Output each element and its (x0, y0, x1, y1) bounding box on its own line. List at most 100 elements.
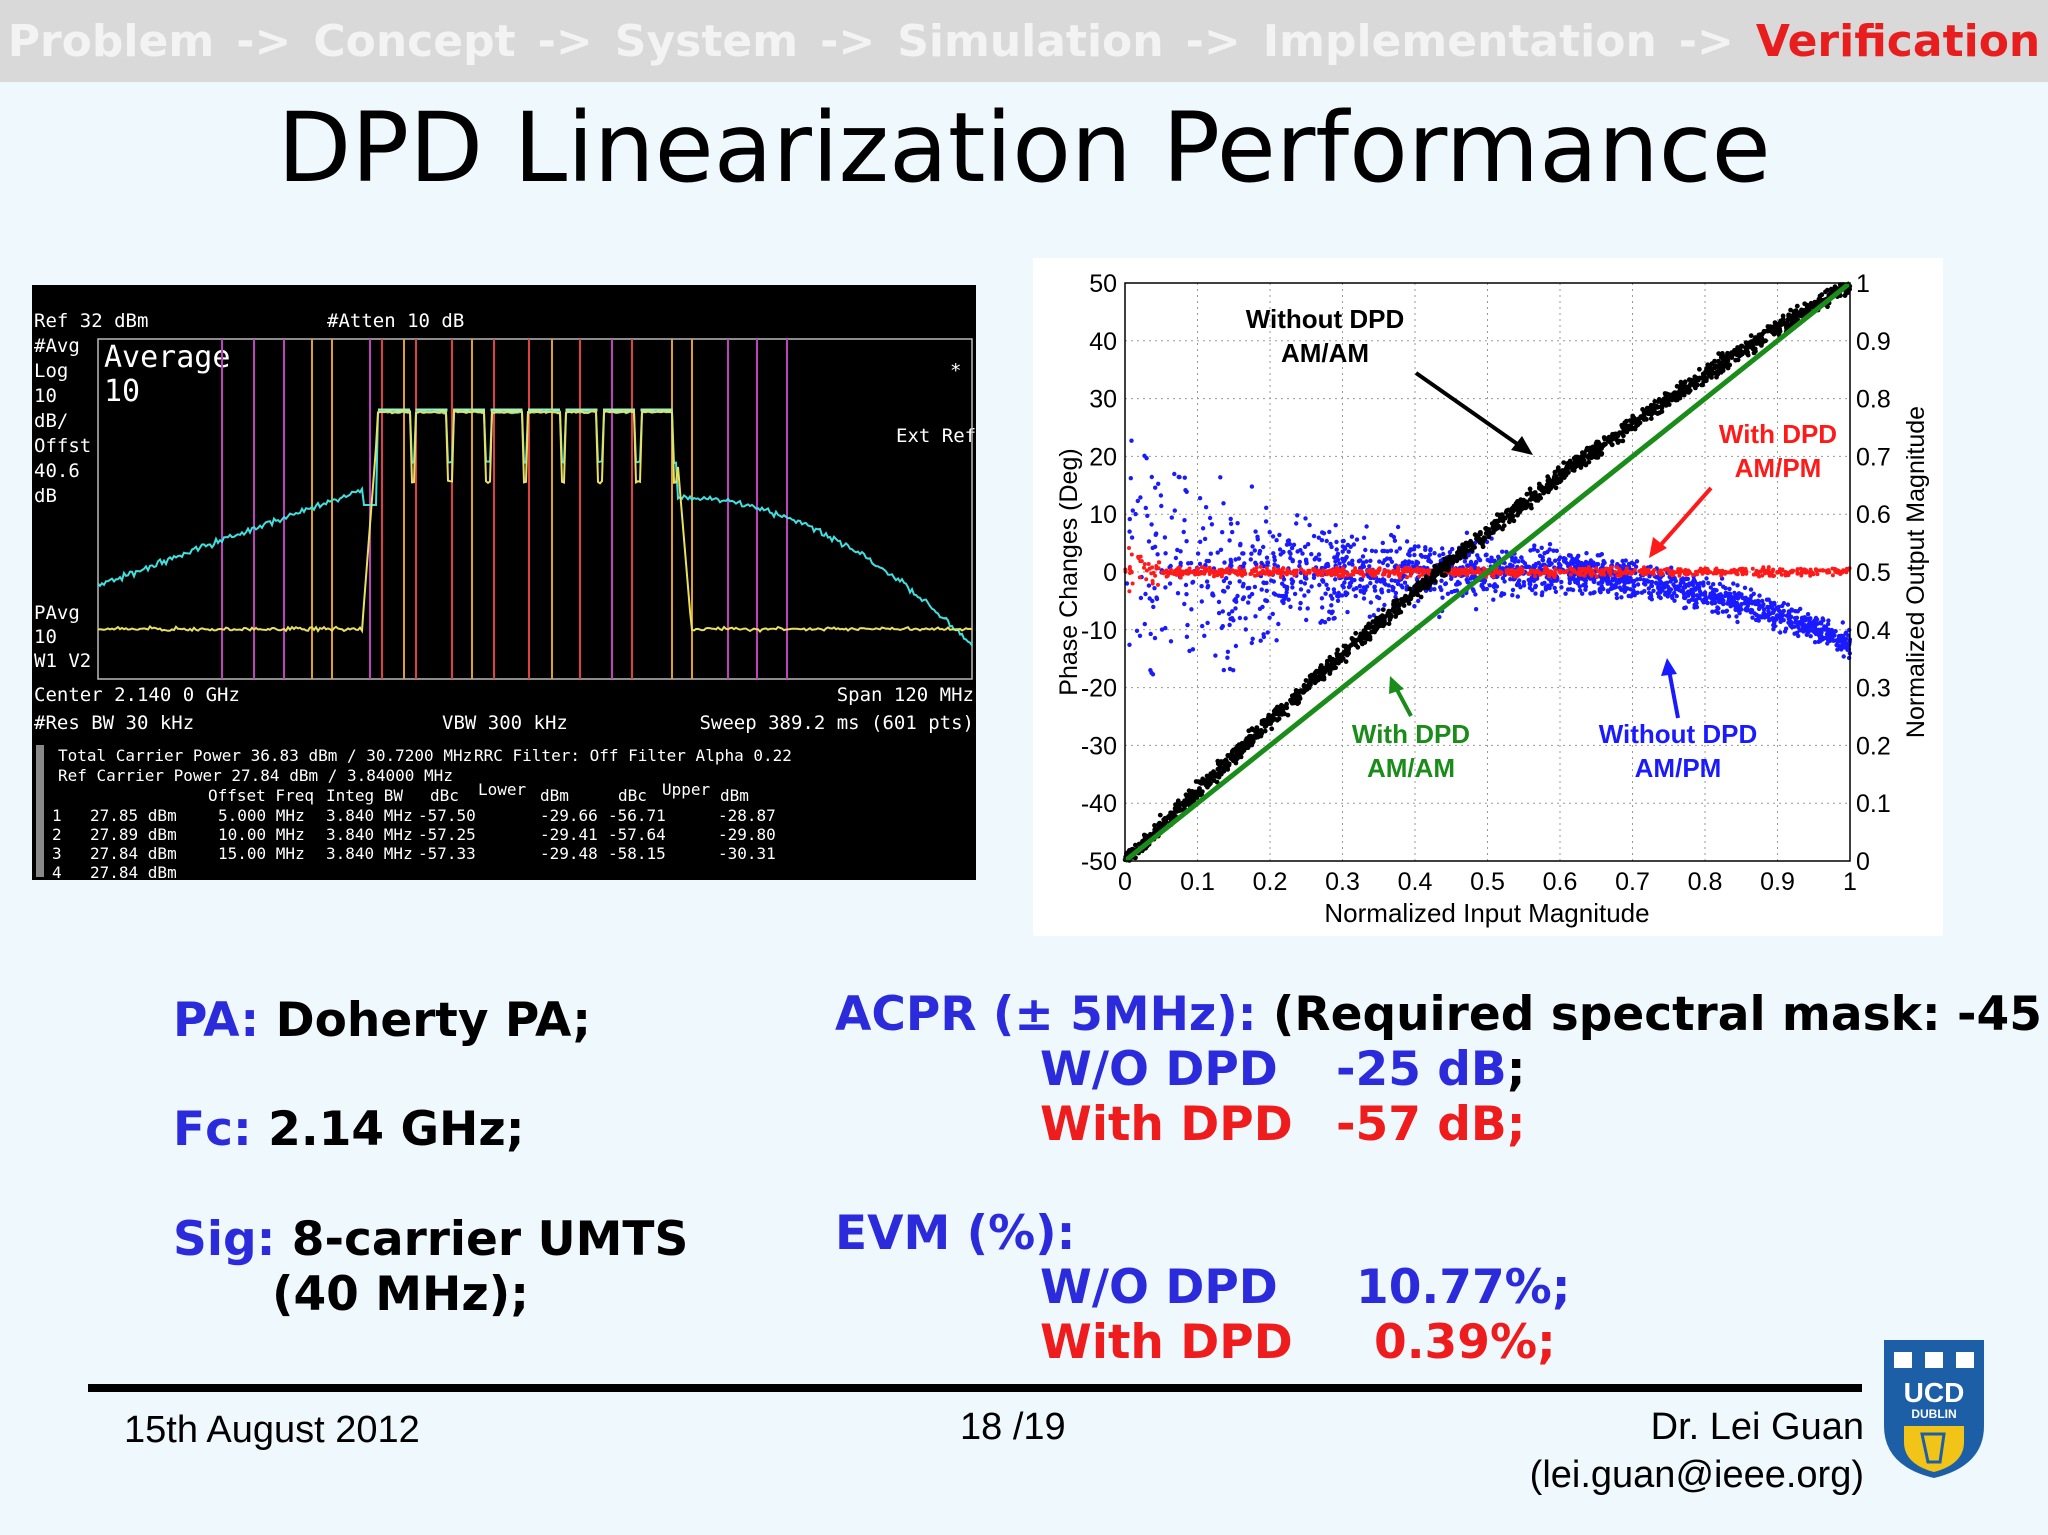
without-dpd-amam-point (1394, 597, 1400, 603)
with-dpd-ampm-point (1766, 567, 1771, 572)
without-dpd-amam-point (1709, 375, 1714, 380)
without-dpd-ampm-point (1225, 585, 1231, 590)
without-dpd-ampm-point (1326, 616, 1331, 622)
without-dpd-ampm-point (1406, 559, 1412, 564)
without-dpd-ampm-point (1567, 580, 1572, 586)
without-dpd-amam-point (1748, 333, 1754, 339)
without-dpd-ampm-point (1207, 515, 1213, 521)
without-dpd-ampm-point (1324, 562, 1329, 567)
without-dpd-ampm-point (1215, 550, 1220, 555)
without-dpd-ampm-point (1130, 508, 1135, 513)
acpr-offset: 10.00 MHz (218, 825, 305, 844)
with-dpd-ampm-point (1799, 573, 1804, 578)
left-tick-label: 0 (1103, 559, 1117, 587)
without-dpd-ampm-point (1353, 593, 1358, 599)
with-dpd-ampm-point (1697, 568, 1702, 573)
with-dpd-ampm-point (1456, 567, 1461, 572)
without-dpd-ampm-point (1786, 610, 1792, 615)
without-dpd-ampm-point (1343, 590, 1348, 595)
offset-value: 40.6 (34, 460, 80, 482)
without-dpd-amam-point (1575, 454, 1580, 460)
without-dpd-ampm-point (1323, 591, 1328, 596)
without-dpd-amam-point (1480, 544, 1486, 550)
without-dpd-amam-point (1554, 474, 1559, 480)
without-dpd-amam-point (1631, 415, 1637, 421)
without-dpd-amam-point (1716, 351, 1722, 356)
without-dpd-ampm-point (1549, 582, 1554, 587)
without-dpd-ampm-point (1228, 521, 1234, 526)
with-dpd-ampm-point (1678, 567, 1683, 572)
without-dpd-ampm-point (1781, 601, 1787, 606)
without-dpd-ampm-point (1172, 471, 1177, 477)
without-dpd-ampm-point (1330, 609, 1335, 614)
without-dpd-amam-point (1808, 301, 1814, 307)
without-dpd-ampm-point (1243, 627, 1248, 632)
without-dpd-ampm-point (1672, 576, 1677, 581)
without-dpd-amam-point (1252, 733, 1257, 739)
without-dpd-ampm-point (1674, 593, 1679, 599)
without-dpd-ampm-point (1368, 558, 1373, 563)
without-dpd-amam-point (1244, 739, 1249, 745)
acpr-lower-dbm: -29.41 (540, 825, 598, 844)
without-dpd-ampm-point (1779, 618, 1784, 623)
without-dpd-amam-point (1329, 661, 1335, 667)
without-dpd-ampm-point (1352, 577, 1357, 583)
without-dpd-ampm-point (1535, 548, 1540, 554)
pa-label: PA: (173, 993, 260, 1048)
without-dpd-ampm-point (1267, 530, 1272, 535)
without-dpd-ampm-point (1221, 578, 1227, 584)
right-tick-label: 1 (1856, 270, 1870, 298)
without-dpd-ampm-point (1551, 578, 1556, 583)
without-dpd-amam-point (1186, 788, 1192, 794)
with-dpd-ampm-point (1278, 571, 1283, 576)
without-dpd-amam-point (1393, 614, 1398, 619)
without-dpd-ampm-point (1701, 600, 1706, 605)
without-dpd-amam-point (1317, 670, 1322, 676)
without-dpd-ampm-point (1226, 611, 1232, 617)
without-dpd-ampm-point (1404, 539, 1410, 544)
without-dpd-ampm-point (1152, 544, 1158, 549)
without-dpd-ampm-point (1289, 545, 1295, 551)
without-dpd-amam-point (1175, 799, 1181, 805)
without-dpd-ampm-point (1623, 558, 1628, 563)
with-dpd-ampm-point (1494, 569, 1499, 574)
x-tick-label: 0 (1118, 868, 1132, 896)
with-dpd-ampm-point (1164, 574, 1169, 579)
without-dpd-ampm-point (1221, 667, 1226, 673)
with-dpd-ampm-point (1258, 564, 1263, 569)
without-dpd-amam-point (1799, 307, 1804, 313)
without-dpd-amam-point (1535, 498, 1541, 503)
without-dpd-ampm-point (1668, 579, 1673, 584)
without-dpd-amam-point (1553, 485, 1559, 491)
without-dpd-ampm-point (1821, 618, 1826, 623)
x-tick-label: 0.9 (1760, 868, 1795, 896)
without-dpd-ampm-point (1204, 558, 1209, 564)
without-dpd-ampm-point (1457, 581, 1462, 586)
without-dpd-ampm-point (1324, 582, 1329, 587)
without-dpd-amam-point (1529, 494, 1535, 500)
with-dpd-ampm-point (1254, 565, 1259, 570)
without-dpd-ampm-point (1340, 549, 1345, 554)
without-dpd-ampm-point (1287, 549, 1292, 555)
without-dpd-ampm-point (1345, 542, 1351, 548)
scale-value: 10 (34, 385, 57, 407)
with-dpd-ampm-point (1196, 570, 1201, 575)
without-dpd-ampm-point (1267, 615, 1272, 620)
without-dpd-ampm-point (1386, 583, 1391, 588)
left-tick-label: -40 (1081, 790, 1117, 818)
without-dpd-ampm-point (1736, 591, 1742, 596)
without-dpd-ampm-point (1465, 580, 1470, 585)
acpr-offset: 5.000 MHz (218, 806, 305, 825)
with-dpd-ampm-point (1196, 566, 1201, 571)
evm-with-value: 0.39%; (1374, 1315, 1556, 1370)
without-dpd-ampm-point (1432, 551, 1437, 556)
without-dpd-ampm-point (1358, 588, 1363, 593)
without-dpd-ampm-point (1253, 529, 1258, 534)
acpr-wo-result: -25 dB; (1336, 1042, 1526, 1097)
without-dpd-amam-point (1233, 760, 1239, 766)
with-dpd-ampm-point (1468, 566, 1473, 571)
with-dpd-ampm-point (1608, 569, 1613, 574)
without-dpd-ampm-point (1146, 583, 1152, 588)
without-dpd-amam-point (1788, 307, 1793, 313)
without-dpd-ampm-point (1168, 639, 1174, 644)
